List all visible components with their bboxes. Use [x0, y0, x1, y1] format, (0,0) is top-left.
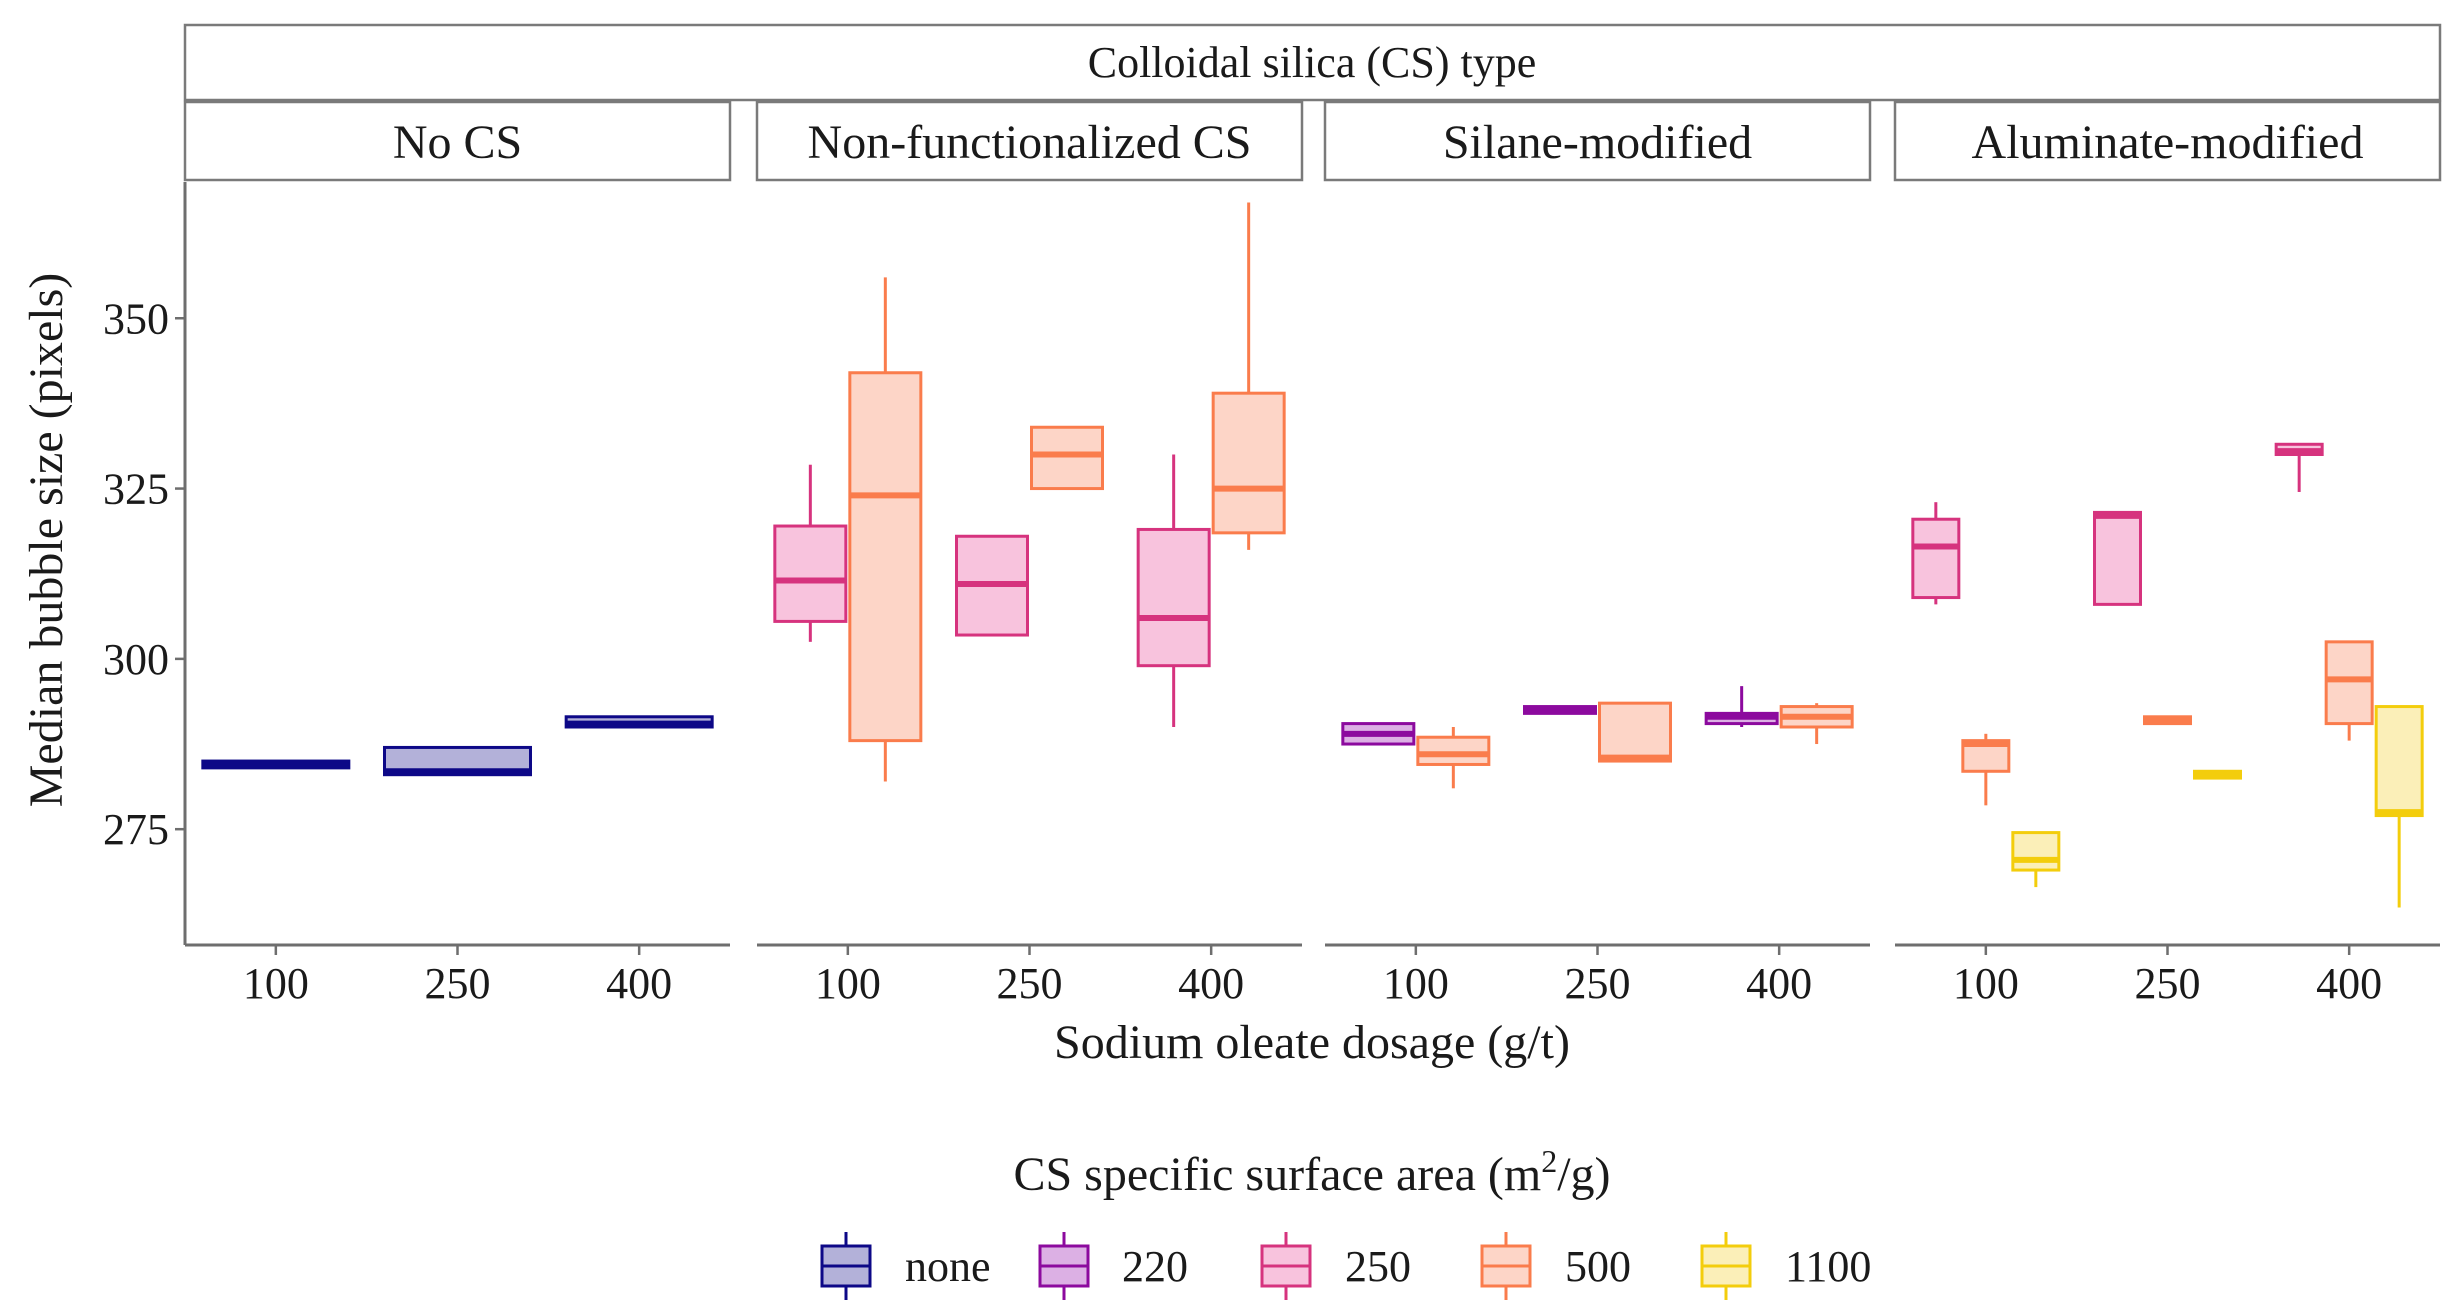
- legend-item-220: 220: [1038, 1232, 1188, 1300]
- x-tick-label: 400: [1746, 959, 1812, 1008]
- x-tick-label: 400: [2316, 959, 2382, 1008]
- facet-panels: No CS 100 250 400 275 300 325 350 Non-functional…: [103, 100, 2442, 1008]
- box-500-100: [1416, 727, 1491, 789]
- legend-item-250: 250: [1260, 1232, 1411, 1300]
- y-tick-label: 325: [103, 465, 169, 514]
- legend-label: none: [905, 1242, 991, 1291]
- box-250-400: [1136, 454, 1211, 727]
- legend-item-none: none: [820, 1232, 991, 1300]
- facet-label: Non-functionalized CS: [808, 116, 1252, 169]
- box-body: [2011, 831, 2061, 872]
- x-tick-label: 250: [425, 959, 491, 1008]
- box-250-100: [1911, 502, 1961, 605]
- legend-title: CS specific surface area (m2/g): [1013, 1143, 1610, 1201]
- y-tick-label: 275: [103, 805, 169, 854]
- facet-panel: Silane-modified 100 250 400: [1323, 100, 1872, 1008]
- legend-item-500: 500: [1480, 1232, 1631, 1300]
- box-body: [2093, 510, 2142, 606]
- box-250-100: [773, 464, 848, 642]
- box-250-400: [2274, 442, 2324, 492]
- facet-label: No CS: [393, 116, 522, 169]
- facet-panel: Non-functionalized CS 100 250 400: [755, 100, 1304, 1008]
- facet-strip: [183, 100, 732, 182]
- legend-item-1100: 1100: [1700, 1232, 1871, 1300]
- y-axis-title: Median bubble size (pixels): [20, 273, 73, 808]
- legend-title-sup: 2: [1541, 1143, 1557, 1179]
- box-500-250: [1598, 701, 1672, 763]
- box-body: [1136, 527, 1211, 668]
- box-body: [1911, 517, 1961, 600]
- y-tick-label: 350: [103, 294, 169, 343]
- title-strip: [183, 23, 2442, 102]
- box-body: [1030, 425, 1104, 491]
- box-body: [773, 524, 848, 623]
- box-250-250: [955, 534, 1029, 637]
- x-tick-label: 100: [815, 959, 881, 1008]
- x-tick-label: 250: [1565, 959, 1631, 1008]
- facet-strip: [1323, 100, 1872, 182]
- chart-title: Colloidal silica (CS) type: [1088, 38, 1537, 87]
- box-500-400: [1211, 202, 1286, 550]
- box-body: [1211, 391, 1286, 535]
- legend-title-suffix: /g): [1557, 1148, 1610, 1201]
- x-tick-label: 100: [1383, 959, 1449, 1008]
- box-body: [2374, 705, 2424, 818]
- box-body: [848, 371, 923, 743]
- legend: none 220 250 500 1100: [820, 1232, 1871, 1300]
- x-tick-label: 250: [997, 959, 1063, 1008]
- box-250-250: [2093, 510, 2142, 606]
- x-tick-label: 100: [243, 959, 309, 1008]
- facet-panel: No CS 100 250 400 275 300 325 350: [103, 100, 732, 1008]
- x-tick-label: 100: [1953, 959, 2019, 1008]
- facet-strip: [755, 100, 1304, 182]
- box-500-400: [1779, 703, 1854, 745]
- box-none-400: [564, 715, 714, 729]
- legend-label: 220: [1122, 1242, 1188, 1291]
- box-500-100: [1961, 733, 2011, 806]
- legend-label: 250: [1345, 1242, 1411, 1291]
- box-500-250: [1030, 425, 1104, 491]
- x-tick-label: 400: [1178, 959, 1244, 1008]
- box-body: [1416, 735, 1491, 766]
- box-500-250: [2143, 715, 2192, 726]
- box-220-400: [1704, 686, 1779, 727]
- box-none-250: [383, 745, 532, 777]
- box-body: [2324, 640, 2374, 726]
- facet-strip: [1893, 100, 2442, 182]
- legend-title-prefix: CS specific surface area (m: [1013, 1148, 1541, 1201]
- box-1100-400: [2374, 705, 2424, 908]
- box-500-100: [848, 277, 923, 782]
- facet-panel: Aluminate-modified 100 250 400: [1893, 100, 2442, 1008]
- x-tick-label: 250: [2135, 959, 2201, 1008]
- box-body: [1598, 701, 1672, 763]
- box-1100-100: [2011, 831, 2061, 888]
- box-none-100: [201, 759, 351, 770]
- box-1100-250: [2193, 769, 2242, 780]
- legend-label: 1100: [1785, 1242, 1871, 1291]
- x-tick-label: 400: [606, 959, 672, 1008]
- x-axis-title: Sodium oleate dosage (g/t): [1054, 1016, 1570, 1069]
- facet-label: Silane-modified: [1443, 116, 1752, 169]
- box-220-250: [1523, 705, 1597, 715]
- facet-label: Aluminate-modified: [1972, 116, 2364, 169]
- box-500-400: [2324, 640, 2374, 741]
- legend-label: 500: [1565, 1242, 1631, 1291]
- box-220-100: [1341, 722, 1416, 746]
- y-tick-label: 300: [103, 635, 169, 684]
